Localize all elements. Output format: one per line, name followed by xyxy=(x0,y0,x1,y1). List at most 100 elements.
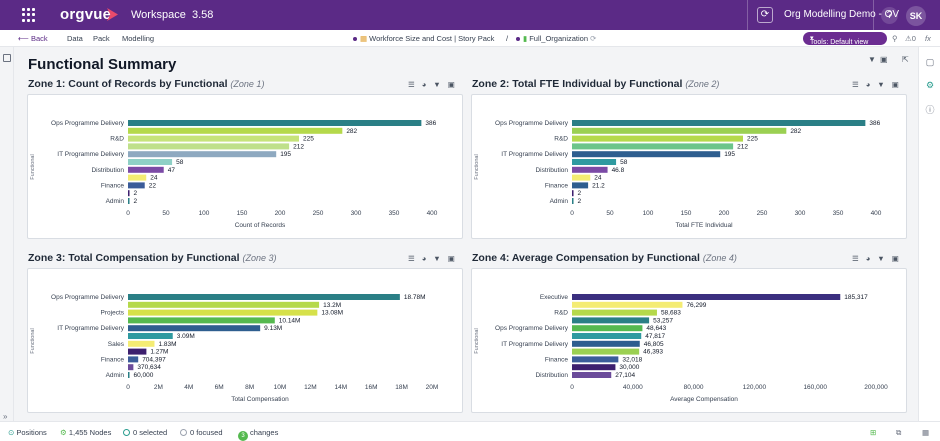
bar[interactable] xyxy=(572,333,642,339)
zone-4-subtitle: (Zone 4) xyxy=(702,253,737,263)
warning-count-icon[interactable]: ⚠0 xyxy=(905,34,916,43)
bar[interactable] xyxy=(128,294,400,300)
bar[interactable] xyxy=(128,364,134,371)
bar[interactable] xyxy=(128,301,320,308)
bar[interactable] xyxy=(572,348,640,355)
user-avatar[interactable]: SK xyxy=(906,6,926,26)
collapse-panel-icon[interactable] xyxy=(3,54,11,62)
bar[interactable] xyxy=(128,135,299,142)
app-grid-icon[interactable] xyxy=(22,8,36,22)
bar[interactable] xyxy=(128,309,318,316)
tools-default-view-button[interactable]: Tools: Default view ▾ xyxy=(803,32,887,46)
focused-status[interactable]: 0 focused xyxy=(180,428,223,437)
grid-view-icon[interactable]: ▦ xyxy=(922,428,930,437)
orgvue-logo[interactable]: orgvue xyxy=(60,6,112,23)
bar[interactable] xyxy=(572,198,574,204)
bar[interactable] xyxy=(572,174,591,181)
bar[interactable] xyxy=(572,372,612,378)
list-icon[interactable]: ☰ xyxy=(852,254,866,263)
bar-value-label: 76,299 xyxy=(686,302,706,309)
positions-status[interactable]: ⊙ Positions xyxy=(8,428,47,437)
bar[interactable] xyxy=(572,159,617,165)
page-filter-icon[interactable]: ▼ xyxy=(868,55,876,64)
bar[interactable] xyxy=(572,166,608,173)
bar[interactable] xyxy=(128,333,173,339)
sync-icon[interactable]: ⟳ xyxy=(588,34,597,43)
bar[interactable] xyxy=(572,151,721,158)
filter-icon[interactable]: ▼ xyxy=(433,254,448,263)
nodes-status[interactable]: ⚙ 1,455 Nodes xyxy=(60,428,111,437)
palette-icon[interactable]: ◕ xyxy=(865,254,878,263)
bar[interactable] xyxy=(128,340,155,347)
x-tick-label: 80,000 xyxy=(684,384,704,391)
bar[interactable] xyxy=(128,356,139,363)
back-arrow-icon[interactable]: ⟵ xyxy=(18,34,29,43)
bar[interactable] xyxy=(572,309,657,316)
refresh-icon[interactable]: ⟳ xyxy=(757,7,773,23)
bar[interactable] xyxy=(128,372,130,378)
bar[interactable] xyxy=(128,325,261,332)
bar[interactable] xyxy=(128,159,173,165)
nav-pack[interactable]: Pack xyxy=(93,34,110,43)
palette-icon[interactable]: ◕ xyxy=(421,80,434,89)
bar[interactable] xyxy=(572,182,589,189)
bar[interactable] xyxy=(572,294,841,300)
palette-icon[interactable]: ◕ xyxy=(421,254,434,263)
bar[interactable] xyxy=(572,301,683,308)
bar[interactable] xyxy=(572,364,616,371)
copy-icon[interactable]: ⧉ xyxy=(896,428,902,437)
bar[interactable] xyxy=(572,325,643,332)
panel-toggle-icon[interactable]: ▢ xyxy=(925,57,935,67)
bar[interactable] xyxy=(572,356,619,363)
nav-modelling[interactable]: Modelling xyxy=(122,34,155,43)
page-export-icon[interactable]: ⇱ xyxy=(902,55,909,64)
bar[interactable] xyxy=(128,151,277,158)
list-icon[interactable]: ☰ xyxy=(408,254,422,263)
bar[interactable] xyxy=(128,143,290,150)
list-icon[interactable]: ☰ xyxy=(852,80,866,89)
x-tick-label: 150 xyxy=(681,210,692,217)
bar[interactable] xyxy=(572,143,734,150)
org-context[interactable]: Org Modelling Demo - OV xyxy=(784,9,900,20)
export-icon[interactable]: ▣ xyxy=(891,80,906,89)
bar[interactable] xyxy=(128,127,343,134)
selected-icon xyxy=(123,429,130,436)
bar[interactable] xyxy=(128,348,147,355)
changes-status[interactable]: 3 changes xyxy=(238,428,278,441)
bar[interactable] xyxy=(128,190,130,197)
bar[interactable] xyxy=(572,120,866,126)
list-icon[interactable]: ☰ xyxy=(408,80,422,89)
bar[interactable] xyxy=(128,198,130,204)
bar[interactable] xyxy=(572,190,574,197)
bar[interactable] xyxy=(128,317,275,324)
dataset-crumb[interactable]: ▮ Full_Organization ⟳ xyxy=(516,34,596,43)
positions-icon: ⊙ xyxy=(8,428,17,437)
back-button[interactable]: Back xyxy=(31,34,48,43)
filter-icon[interactable]: ▼ xyxy=(877,254,892,263)
formula-icon[interactable]: fx xyxy=(925,34,931,43)
nav-data[interactable]: Data xyxy=(67,34,83,43)
page-comment-icon[interactable]: ▣ xyxy=(880,55,888,64)
bar[interactable] xyxy=(128,166,164,173)
bar[interactable] xyxy=(572,135,743,142)
export-icon[interactable]: ▣ xyxy=(447,80,462,89)
help-button[interactable]: ? xyxy=(881,7,898,24)
expand-panel-icon[interactable]: » xyxy=(3,412,8,421)
bar[interactable] xyxy=(572,340,640,347)
info-icon[interactable]: ⓘ xyxy=(925,105,935,115)
add-icon[interactable]: ⊞ xyxy=(870,428,877,437)
bar[interactable] xyxy=(128,120,422,126)
palette-icon[interactable]: ◕ xyxy=(865,80,878,89)
selected-status[interactable]: 0 selected xyxy=(123,428,167,437)
bar[interactable] xyxy=(572,127,787,134)
filter-icon[interactable]: ▼ xyxy=(433,80,448,89)
export-icon[interactable]: ▣ xyxy=(447,254,462,263)
bar[interactable] xyxy=(128,174,147,181)
bar[interactable] xyxy=(572,317,650,324)
filter-icon[interactable]: ▼ xyxy=(877,80,892,89)
settings-gear-icon[interactable]: ⚙ xyxy=(925,80,935,90)
story-pack-crumb[interactable]: ▦ Workforce Size and Cost | Story Pack xyxy=(353,34,494,43)
export-icon[interactable]: ▣ xyxy=(891,254,906,263)
pin-icon[interactable]: ⚲ xyxy=(892,34,898,43)
bar[interactable] xyxy=(128,182,145,189)
